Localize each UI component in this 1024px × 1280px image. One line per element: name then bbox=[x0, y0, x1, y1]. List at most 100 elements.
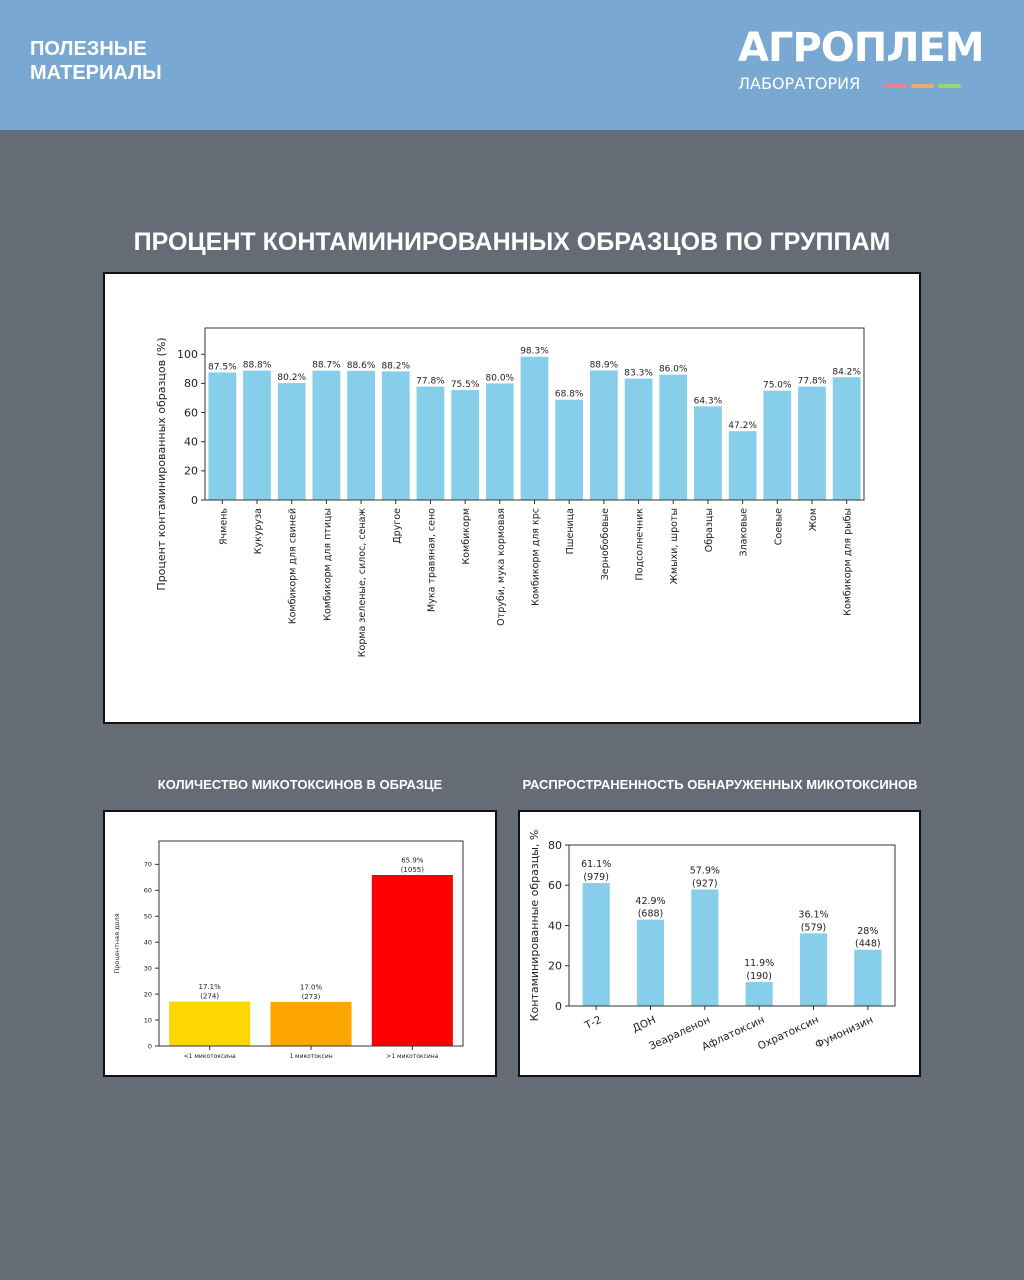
count-label: (273) bbox=[302, 993, 321, 1001]
chart-svg-prevalence: 61.1%(979)Т-242.9%(688)ДОН57.9%(927)Зеар… bbox=[528, 830, 896, 1053]
data-label: 88.9% bbox=[590, 360, 619, 370]
y-tick-label: 30 bbox=[144, 964, 152, 972]
data-label: 80.0% bbox=[486, 373, 515, 383]
y-axis-label: Контаминированные образцы, % bbox=[528, 830, 541, 1022]
count-label: (688) bbox=[638, 909, 664, 920]
subtitle-mycotoxin-prevalence: РАСПРОСТРАНЕННОСТЬ ОБНАРУЖЕННЫХ МИКОТОКС… bbox=[522, 777, 918, 792]
bar bbox=[416, 386, 445, 500]
y-tick-label: 40 bbox=[548, 919, 562, 932]
plot-area bbox=[568, 844, 896, 1007]
x-tick-label: Злаковые bbox=[739, 508, 750, 557]
bar bbox=[832, 377, 861, 500]
x-tick-label: Охратоксин bbox=[756, 1014, 821, 1053]
bar bbox=[636, 919, 665, 1006]
data-label: 17.1% bbox=[199, 983, 222, 991]
logo-dash-orange bbox=[911, 84, 934, 88]
bar bbox=[763, 390, 792, 500]
x-tick-label: Фумонизин bbox=[813, 1014, 875, 1051]
count-label: (579) bbox=[801, 922, 827, 933]
bar bbox=[799, 933, 828, 1006]
data-label: 88.2% bbox=[381, 361, 410, 371]
data-label: 80.2% bbox=[277, 373, 306, 383]
y-tick-label: 80 bbox=[184, 377, 198, 390]
bar bbox=[691, 889, 719, 1006]
data-label: 28% bbox=[857, 926, 878, 937]
data-label: 36.1% bbox=[798, 910, 828, 921]
x-tick-label: Кукуруза bbox=[253, 508, 264, 554]
x-tick-label: Соевые bbox=[773, 508, 784, 545]
data-label: 75.0% bbox=[763, 381, 792, 391]
data-label: 61.1% bbox=[581, 859, 611, 870]
x-tick-label: Т-2 bbox=[582, 1014, 603, 1032]
agroplem-logo: АГРОПЛЕМ ЛАБОРАТОРИЯ bbox=[738, 24, 985, 94]
chart-svg-count: 17.1% (274) <1 микотоксина 17.0% (273) 1 мико… bbox=[113, 840, 464, 1060]
count-label: (1055) bbox=[401, 866, 425, 874]
logo-dash-pink bbox=[884, 84, 907, 88]
x-tick-label: Подсолнечник bbox=[635, 508, 646, 581]
bar bbox=[243, 370, 271, 500]
chart-mycotoxin-prevalence: 61.1% (979) Т-2 42.9% (688) ДОН 57.9% (927) Зеар… bbox=[518, 810, 921, 1077]
x-tick-label: Пшеница bbox=[565, 508, 576, 554]
y-tick-label: 40 bbox=[144, 938, 152, 946]
logo-sub-text: ЛАБОРАТОРИЯ bbox=[738, 74, 861, 93]
section-label: ПОЛЕЗНЫЕ МАТЕРИАЛЫ bbox=[30, 38, 162, 84]
bar bbox=[208, 372, 237, 500]
logo-main-text: АГРОПЛЕМ bbox=[738, 25, 985, 71]
count-label: (448) bbox=[855, 939, 881, 950]
x-tick-label: >1 микотоксина bbox=[386, 1053, 438, 1060]
chart-contamination-by-group: 87.5% Ячмень 88.8% Кукуруза 80.2% Комбикорм д… bbox=[103, 272, 921, 724]
chart-mycotoxin-count: 17.1% (274) <1 микотоксина 17.0% (273) 1 мико… bbox=[103, 810, 497, 1077]
x-tick-label: Комбикорм bbox=[461, 508, 472, 565]
y-axis-label: Процентная доля bbox=[113, 913, 121, 973]
y-tick-label: 0 bbox=[191, 494, 198, 507]
data-label: 88.6% bbox=[347, 361, 376, 371]
data-label: 77.8% bbox=[416, 377, 445, 387]
x-tick-label: <1 микотоксина bbox=[184, 1053, 236, 1060]
y-tick-label: 100 bbox=[177, 348, 198, 361]
data-label: 17.0% bbox=[300, 983, 323, 991]
bar bbox=[745, 982, 773, 1006]
y-tick-label: 60 bbox=[548, 879, 562, 892]
bar bbox=[589, 370, 618, 500]
data-label: 77.8% bbox=[798, 377, 827, 387]
y-tick-label: 50 bbox=[144, 913, 152, 921]
data-label: 57.9% bbox=[690, 866, 720, 877]
bar bbox=[312, 370, 341, 500]
bar bbox=[169, 1001, 251, 1046]
bar bbox=[694, 406, 722, 500]
data-label: 88.7% bbox=[312, 361, 341, 371]
plot-area bbox=[204, 327, 865, 501]
x-tick-label: Зернобобовые bbox=[600, 508, 611, 580]
data-label: 83.3% bbox=[624, 369, 653, 379]
data-label: 87.5% bbox=[208, 362, 237, 372]
bar bbox=[582, 883, 610, 1006]
count-label: (927) bbox=[692, 878, 718, 889]
bar bbox=[381, 371, 410, 500]
x-tick-label: Комбикорм для крс bbox=[531, 508, 542, 606]
bar bbox=[659, 374, 688, 500]
y-tick-label: 0 bbox=[148, 1042, 152, 1050]
data-label: 84.2% bbox=[832, 367, 861, 377]
bar bbox=[728, 431, 757, 500]
y-tick-label: 20 bbox=[184, 465, 198, 478]
bar bbox=[451, 389, 480, 500]
bar bbox=[798, 386, 826, 500]
data-label: 11.9% bbox=[744, 958, 774, 969]
x-tick-label: Комбикорм для рыбы bbox=[843, 508, 854, 616]
data-label: 42.9% bbox=[635, 896, 665, 907]
bar bbox=[270, 1001, 352, 1046]
count-label: (190) bbox=[746, 971, 772, 982]
x-tick-label: Жом bbox=[808, 508, 819, 531]
x-tick-label: Образцы bbox=[704, 508, 715, 552]
data-label: 64.3% bbox=[694, 396, 723, 406]
x-tick-label: Отруби, мука кормовая bbox=[496, 508, 507, 626]
y-tick-label: 80 bbox=[548, 839, 562, 852]
data-label: 98.3% bbox=[520, 347, 549, 357]
bar bbox=[854, 949, 882, 1006]
x-tick-label: 1 микотоксин bbox=[289, 1053, 332, 1060]
y-tick-label: 20 bbox=[144, 990, 152, 998]
bar bbox=[371, 874, 453, 1046]
x-tick-label: Афлатоксин bbox=[700, 1014, 766, 1053]
x-tick-label: Корма зеленые, силос, сенаж bbox=[357, 508, 368, 658]
chart-svg-groups: 87.5% Ячмень 88.8% Кукуруза 80.2% Комбикорм д… bbox=[155, 327, 865, 658]
